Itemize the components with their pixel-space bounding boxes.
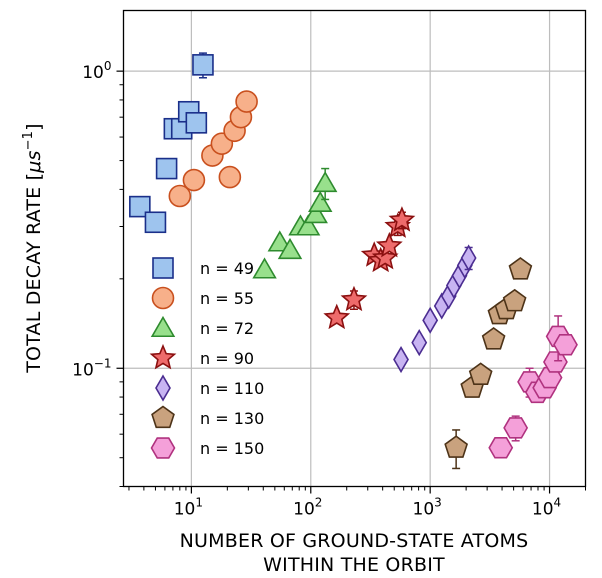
- y-tick-label: 10−1: [72, 356, 111, 380]
- legend-marker: [150, 437, 176, 459]
- x-axis-title-line1: NUMBER OF GROUND-STATE ATOMS: [180, 530, 529, 552]
- legend-label: n = 110: [200, 379, 264, 398]
- y-tick-label: 100: [82, 59, 111, 83]
- data-point: [468, 362, 493, 385]
- axis-ticks: 101 102 103 104 100 10−1: [72, 59, 586, 520]
- data-point: [252, 257, 277, 279]
- data-point: [218, 165, 242, 189]
- series-n-110: [393, 244, 477, 374]
- x-axis-title-line2: WITHIN THE ORBIT: [263, 554, 445, 576]
- legend-marker: [155, 374, 171, 402]
- series-n-55: [168, 90, 258, 208]
- data-point: [481, 326, 506, 350]
- data-point: [267, 230, 292, 252]
- x-tick-label: 101: [174, 496, 203, 520]
- x-tick-label: 103: [413, 496, 442, 520]
- data-point: [192, 54, 214, 76]
- legend-marker: [149, 343, 177, 370]
- series-n-72: [252, 167, 338, 279]
- data-point: [460, 244, 477, 272]
- data-point: [323, 303, 351, 330]
- data-point: [340, 285, 368, 312]
- data-point: [308, 190, 333, 213]
- data-point: [422, 306, 439, 334]
- data-point: [508, 257, 533, 280]
- data-point: [185, 112, 208, 134]
- y-axis-title: TOTAL DECAY RATE [μs−1]: [21, 123, 45, 374]
- data-point: [502, 288, 527, 312]
- data-point: [388, 206, 416, 232]
- data-point: [168, 184, 192, 208]
- plot-frame: [122, 9, 587, 488]
- legend-label: n = 55: [200, 289, 254, 308]
- data-point: [444, 435, 469, 458]
- data-point: [411, 329, 428, 357]
- data-point: [182, 168, 206, 192]
- data-point: [277, 237, 303, 260]
- legend-label: n = 90: [200, 349, 254, 368]
- grid: [123, 10, 586, 487]
- legend-label: n = 49: [200, 259, 254, 278]
- legend-marker: [151, 286, 175, 310]
- legend-label: n = 130: [200, 409, 264, 428]
- legend: n = 49 n = 55 n = 72 n = 90 n = 110 n = 130 n …: [149, 257, 264, 459]
- data-point: [155, 157, 178, 180]
- legend-marker: [151, 405, 175, 429]
- series-n-130: [444, 257, 533, 470]
- data-point: [295, 214, 321, 236]
- data-points: [129, 52, 578, 470]
- x-tick-label: 104: [532, 496, 561, 520]
- legend-label: n = 72: [200, 319, 254, 338]
- data-point: [488, 437, 514, 459]
- data-point: [235, 90, 258, 113]
- data-point: [144, 211, 167, 234]
- series-n-90: [323, 206, 416, 330]
- legend-marker: [150, 315, 176, 338]
- x-tick-label: 102: [293, 496, 322, 520]
- data-point: [503, 417, 529, 439]
- series-n-150: [488, 315, 578, 459]
- data-point: [393, 345, 409, 374]
- data-point: [303, 202, 328, 224]
- series-n-49: [129, 52, 214, 234]
- legend-marker: [152, 257, 174, 279]
- data-point: [375, 231, 403, 258]
- legend-label: n = 150: [200, 439, 264, 458]
- data-point: [553, 333, 578, 356]
- data-point: [312, 170, 338, 193]
